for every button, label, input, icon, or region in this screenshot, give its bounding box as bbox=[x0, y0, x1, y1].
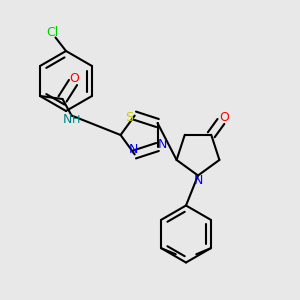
Text: Cl: Cl bbox=[46, 26, 58, 40]
Text: N: N bbox=[158, 138, 168, 151]
Text: O: O bbox=[70, 72, 80, 86]
Text: H: H bbox=[72, 115, 80, 125]
Text: N: N bbox=[62, 112, 72, 126]
Text: O: O bbox=[219, 111, 229, 124]
Text: S: S bbox=[125, 111, 133, 124]
Text: N: N bbox=[128, 142, 138, 155]
Text: N: N bbox=[193, 174, 203, 188]
